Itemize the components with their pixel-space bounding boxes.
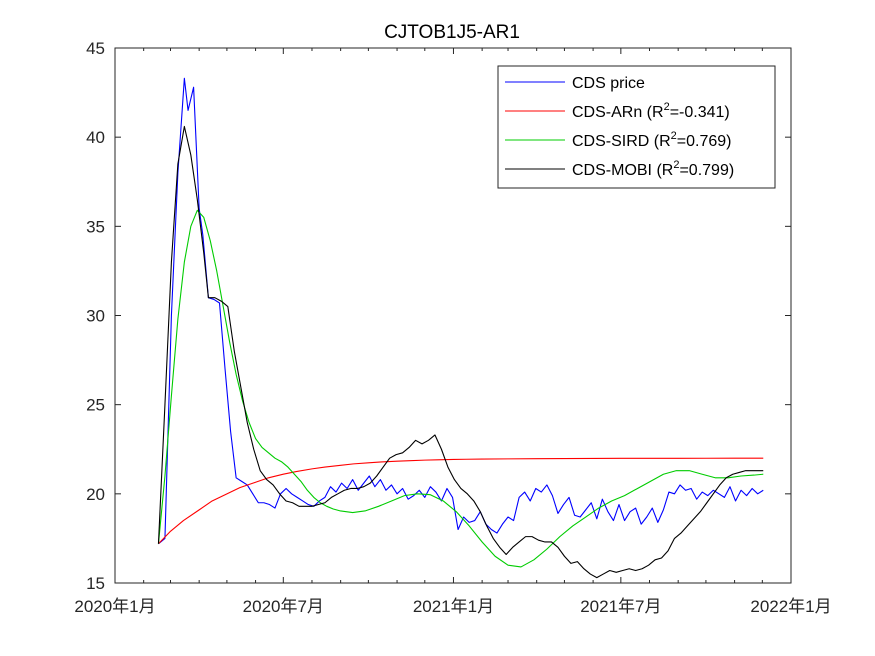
legend-label-superscript: 2 <box>673 159 679 171</box>
legend-box <box>497 65 776 189</box>
y-tick-label: 40 <box>86 128 105 147</box>
legend-label-main: CDS-ARn (R <box>572 104 664 121</box>
legend-label-tail: =0.769) <box>677 133 732 150</box>
series-line-cds-mobi <box>157 125 764 579</box>
x-tick-label: 2021年7月 <box>580 597 661 616</box>
legend-label: CDS-ARn (R2=-0.341) <box>572 101 730 121</box>
y-tick-label: 30 <box>86 307 105 326</box>
x-tick-label: 2020年1月 <box>74 597 155 616</box>
series-line-cds-price <box>158 77 764 545</box>
y-tick-label: 35 <box>86 217 105 236</box>
y-tick-label: 25 <box>86 396 105 415</box>
legend-label-tail: =0.799) <box>679 162 734 179</box>
legend-label-main: CDS-MOBI (R <box>572 162 673 179</box>
legend-label-superscript: 2 <box>664 101 670 113</box>
legend-label-main: CDS-SIRD (R <box>572 133 671 150</box>
x-axis: 2020年1月 2020年7月 2021年1月 2021年7月 2022年1月 <box>74 48 832 616</box>
chart-title: CJTOB1J5-AR1 <box>384 22 520 43</box>
legend-label-tail: =-0.341) <box>670 104 730 121</box>
y-tick-label: 15 <box>86 574 105 593</box>
series-line-cds-arn <box>158 457 764 545</box>
y-tick-label: 20 <box>86 485 105 504</box>
x-tick-label: 2020年7月 <box>243 597 324 616</box>
y-axis: 15 20 25 30 35 40 45 <box>86 39 791 593</box>
y-tick-label: 45 <box>86 39 105 58</box>
legend-label: CDS-SIRD (R2=0.769) <box>572 130 732 150</box>
legend-label-main: CDS price <box>572 75 645 92</box>
x-tick-label: 2022年1月 <box>750 597 831 616</box>
x-tick-label: 2021年1月 <box>413 597 494 616</box>
series-line-cds-sird <box>157 209 764 568</box>
series-lines <box>157 77 764 579</box>
legend-label-superscript: 2 <box>671 130 677 142</box>
legend-label: CDS price <box>572 75 645 92</box>
legend-label: CDS-MOBI (R2=0.799) <box>572 159 734 179</box>
